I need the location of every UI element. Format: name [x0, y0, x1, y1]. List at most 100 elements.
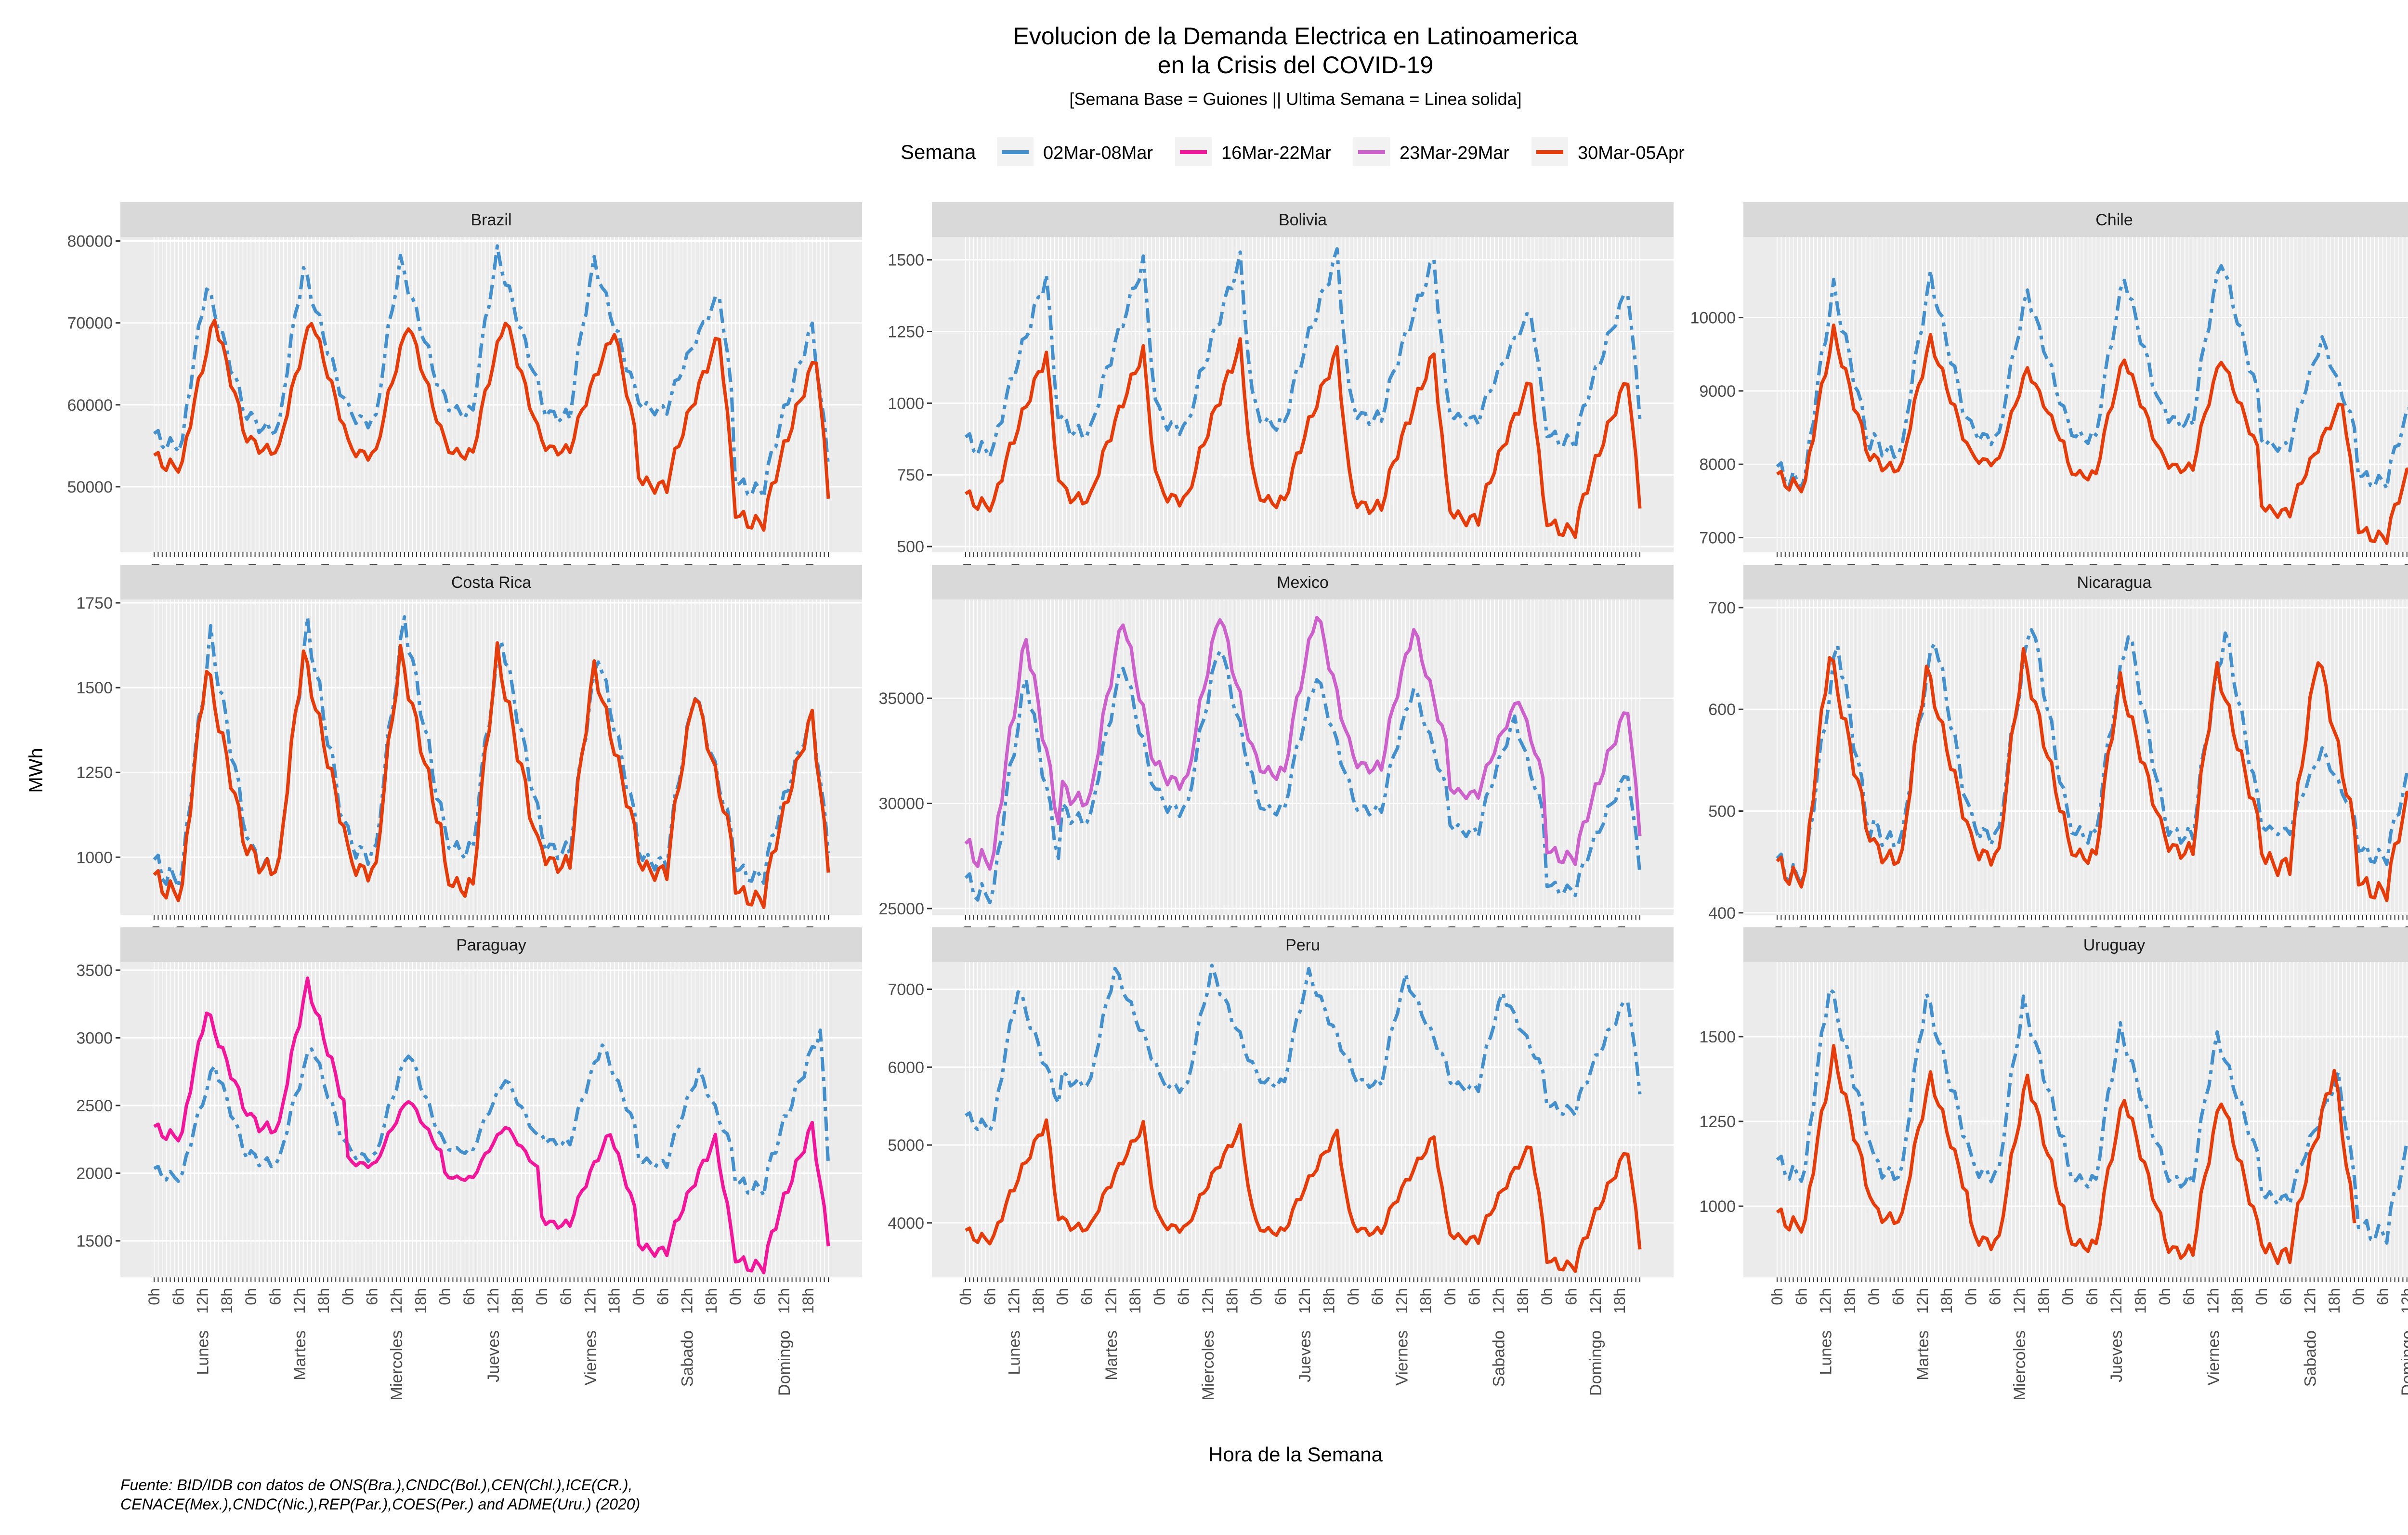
x-tick-label: 12h — [2011, 1288, 2028, 1314]
day-label: Viernes — [1393, 1330, 1411, 1386]
x-tick-label: 12h — [1296, 1288, 1313, 1314]
legend: Semana 02Mar-08Mar 16Mar-22Mar 23Mar-29M… — [901, 137, 1685, 166]
y-tick-label: 1250 — [1699, 1113, 1736, 1131]
x-tick-marks — [154, 1277, 829, 1282]
series-line-02mar-08mar — [153, 1028, 830, 1197]
x-tick-label: 18h — [1514, 1288, 1531, 1314]
x-tick-label: 0h — [2253, 1288, 2270, 1305]
x-tick-label: 6h — [1466, 1288, 1483, 1305]
panel-nicaragua: Nicaragua4005006007000h6h12h18hLunes0h6h… — [1708, 565, 2408, 1038]
x-tick-label: 0h — [1538, 1288, 1556, 1305]
day-label: Miercoles — [1199, 1330, 1217, 1400]
x-axis-label: Hora de la Semana — [1208, 1443, 1383, 1466]
x-tick-label: 6h — [1078, 1288, 1096, 1305]
x-tick-marks — [965, 552, 1640, 557]
y-tick-label: 700 — [1708, 599, 1736, 617]
legend-item-16mar: 16Mar-22Mar — [1175, 137, 1331, 166]
x-tick-label: 12h — [1393, 1288, 1410, 1314]
y-tick-label: 1750 — [76, 594, 113, 612]
y-tick-label: 1250 — [888, 323, 924, 341]
x-tick-label: 18h — [218, 1288, 236, 1314]
y-tick-label: 2000 — [76, 1165, 113, 1183]
series-line-02mar-08mar — [1776, 988, 2408, 1245]
series-line-30mar-05apr — [965, 1118, 1642, 1273]
y-tick-label: 25000 — [878, 900, 924, 918]
x-tick-label: 18h — [412, 1288, 429, 1314]
y-tick-label: 500 — [1708, 802, 1736, 820]
legend-label-16mar: 16Mar-22Mar — [1221, 143, 1331, 163]
day-label: Lunes — [1006, 1330, 1024, 1375]
y-tick-label: 2500 — [76, 1097, 113, 1115]
x-tick-label: 0h — [436, 1288, 454, 1305]
x-tick-label: 6h — [557, 1288, 575, 1305]
x-grid-lines — [965, 962, 1640, 1277]
panel-title: Chile — [2095, 211, 2133, 229]
plot-background — [120, 962, 862, 1277]
y-tick-label: 1500 — [1699, 1028, 1736, 1046]
y-tick-label: 750 — [897, 466, 924, 484]
x-grid-lines — [154, 962, 829, 1277]
x-tick-label: 0h — [1054, 1288, 1071, 1305]
y-tick-label: 30000 — [878, 795, 924, 813]
x-tick-marks — [1777, 552, 2408, 557]
y-tick-label: 50000 — [67, 478, 113, 496]
panel-strip — [932, 927, 1674, 962]
x-tick-label: 12h — [1817, 1288, 1834, 1314]
x-tick-label: 0h — [957, 1288, 974, 1305]
day-label: Jueves — [1296, 1330, 1314, 1382]
x-tick-label: 18h — [315, 1288, 332, 1314]
chart-title-line2: en la Crisis del COVID-19 — [1158, 52, 1433, 78]
day-label: Lunes — [1817, 1330, 1835, 1375]
panel-strip — [120, 927, 862, 962]
panel-title: Uruguay — [2083, 936, 2146, 954]
y-tick-label: 8000 — [1699, 455, 1736, 474]
x-tick-marks — [154, 552, 829, 557]
x-tick-label: 6h — [1793, 1288, 1810, 1305]
chart-title-line1: Evolucion de la Demanda Electrica en Lat… — [1013, 23, 1578, 50]
y-tick-label: 10000 — [1690, 309, 1736, 327]
x-tick-label: 6h — [460, 1288, 478, 1305]
x-tick-label: 6h — [170, 1288, 187, 1305]
panel-strip — [932, 202, 1674, 237]
x-tick-label: 0h — [1151, 1288, 1168, 1305]
x-tick-label: 12h — [484, 1288, 502, 1314]
series-line-30mar-05apr — [1776, 647, 2408, 902]
panel-costa-rica: Costa Rica10001250150017500h6h12h18hLune… — [76, 565, 862, 1038]
x-tick-label: 18h — [1841, 1288, 1858, 1314]
plot-background — [932, 237, 1674, 552]
series-line-16mar-22mar — [153, 976, 830, 1275]
legend-title: Semana — [901, 141, 976, 163]
y-tick-label: 7000 — [1699, 529, 1736, 547]
y-tick-label: 1000 — [1699, 1197, 1736, 1216]
day-label: Domingo — [1587, 1330, 1605, 1396]
y-tick-label: 1500 — [76, 679, 113, 697]
x-tick-label: 0h — [242, 1288, 260, 1305]
x-tick-label: 12h — [2302, 1288, 2319, 1314]
x-tick-label: 6h — [267, 1288, 284, 1305]
day-label: Domingo — [775, 1330, 794, 1396]
x-tick-label: 12h — [1102, 1288, 1120, 1314]
y-tick-label: 6000 — [888, 1058, 924, 1077]
source-note-line2: CENACE(Mex.),CNDC(Nic.),REP(Par.),COES(P… — [120, 1496, 640, 1513]
y-tick-label: 9000 — [1699, 382, 1736, 401]
x-tick-marks — [965, 915, 1640, 920]
x-tick-label: 12h — [1914, 1288, 1931, 1314]
day-label: Martes — [291, 1330, 309, 1380]
y-tick-label: 60000 — [67, 396, 113, 415]
x-tick-label: 0h — [2156, 1288, 2173, 1305]
x-tick-marks — [154, 915, 829, 920]
x-tick-label: 12h — [2204, 1288, 2222, 1314]
x-tick-label: 0h — [2059, 1288, 2077, 1305]
y-tick-label: 1000 — [76, 848, 113, 867]
x-tick-label: 12h — [2398, 1288, 2408, 1314]
x-tick-label: 6h — [1987, 1288, 2004, 1305]
x-tick-label: 6h — [1175, 1288, 1192, 1305]
x-tick-marks — [1777, 1277, 2408, 1282]
y-tick-label: 7000 — [888, 981, 924, 999]
y-tick-label: 3500 — [76, 962, 113, 980]
y-tick-label: 35000 — [878, 689, 924, 708]
day-label: Miercoles — [2011, 1330, 2029, 1400]
x-tick-label: 12h — [388, 1288, 405, 1314]
day-label: Sabado — [1490, 1330, 1508, 1387]
